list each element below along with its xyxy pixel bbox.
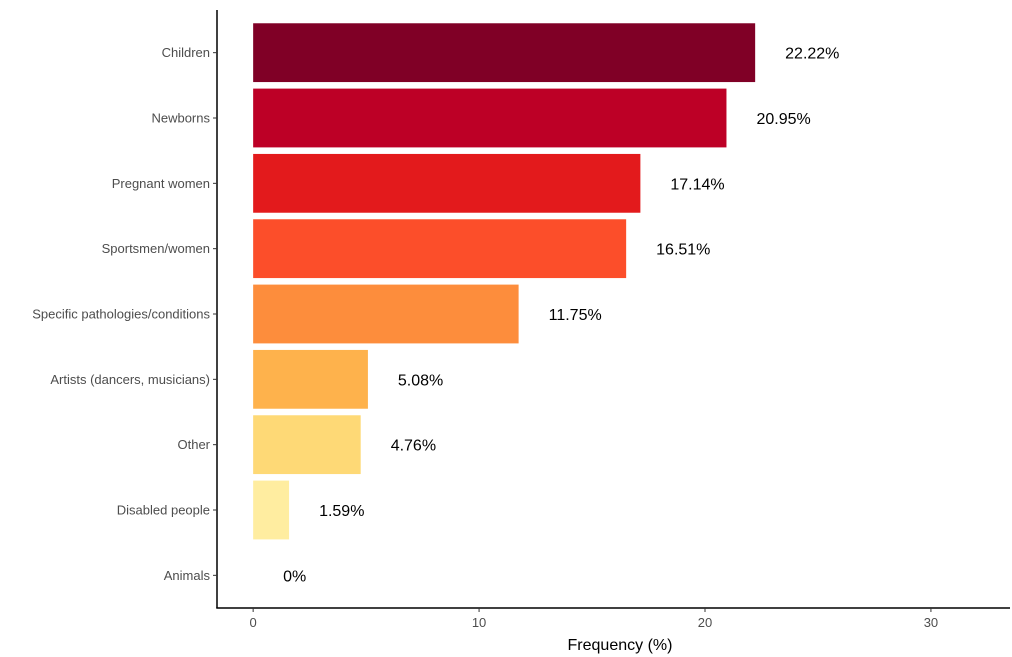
y-ticks-group: Children Newborns Pregnant women Sportsmen/… — [32, 45, 217, 583]
data-label-0: 22.22% — [785, 46, 839, 63]
bar-1 — [253, 88, 727, 148]
data-label-4: 11.75% — [549, 307, 602, 324]
data-label-6: 4.76% — [391, 438, 436, 455]
category-label-7: Disabled people — [117, 503, 210, 518]
category-label-5: Artists (dancers, musicians) — [50, 372, 210, 387]
data-label-3: 16.51% — [656, 242, 710, 259]
category-label-8: Animals — [164, 568, 211, 583]
data-label-7: 1.59% — [319, 503, 364, 520]
data-label-2: 17.14% — [670, 176, 724, 193]
data-label-5: 5.08% — [398, 372, 443, 389]
category-label-1: Newborns — [151, 111, 210, 126]
data-labels-group: 22.22% 20.95% 17.14% 16.51% 11.75% 5.08% 4.76%… — [283, 46, 839, 586]
data-label-1: 20.95% — [756, 111, 810, 128]
bar-3 — [253, 219, 627, 279]
x-tick-label-3: 30 — [924, 615, 938, 630]
bar-6 — [253, 415, 361, 475]
bar-7 — [253, 480, 290, 540]
category-label-0: Children — [162, 45, 210, 60]
data-label-8: 0% — [283, 568, 306, 585]
x-axis-title: Frequency (%) — [568, 637, 673, 654]
bar-0 — [253, 23, 756, 83]
bars-group — [253, 23, 756, 540]
bar-5 — [253, 349, 368, 409]
category-label-3: Sportsmen/women — [102, 241, 210, 256]
bar-2 — [253, 153, 641, 213]
x-ticks-group: 0 10 20 30 — [250, 608, 938, 630]
bar-4 — [253, 284, 519, 344]
category-label-4: Specific pathologies/conditions — [32, 307, 210, 322]
x-tick-label-2: 20 — [698, 615, 712, 630]
x-tick-label-0: 0 — [250, 615, 257, 630]
category-label-2: Pregnant women — [112, 176, 210, 191]
x-tick-label-1: 10 — [472, 615, 486, 630]
category-label-6: Other — [177, 437, 210, 452]
